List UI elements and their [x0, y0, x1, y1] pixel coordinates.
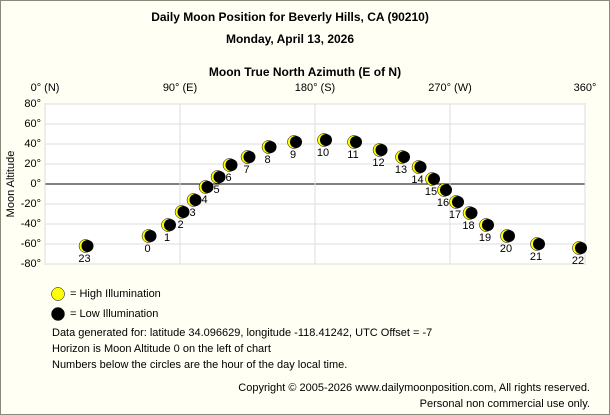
moon-dark: [350, 136, 362, 148]
hour-label: 18: [462, 220, 474, 232]
y-tick-label: 60°: [24, 118, 41, 130]
hour-label: 20: [500, 243, 512, 255]
chart-subtitle: Monday, April 13, 2026: [226, 32, 354, 46]
hour-label: 7: [243, 164, 249, 176]
moon-dark: [213, 171, 226, 183]
copyright: Personal non commercial use only.: [420, 398, 590, 410]
moon-dark: [290, 136, 302, 148]
x-tick-label: 270° (W): [428, 82, 472, 94]
y-tick-label: -80°: [21, 258, 41, 270]
y-tick-label: 80°: [24, 98, 41, 110]
y-tick-label: 20°: [24, 158, 41, 170]
y-tick-label: -20°: [21, 198, 41, 210]
moon-dark: [164, 219, 176, 231]
moon-dark: [264, 141, 277, 153]
moon-dark: [414, 161, 427, 173]
hour-label: 11: [347, 149, 358, 161]
moon-dark: [465, 207, 478, 219]
hour-label: 0: [144, 243, 150, 255]
moon-dark: [503, 230, 515, 242]
y-tick-label: -60°: [21, 238, 41, 250]
moon-dark: [452, 196, 464, 208]
x-axis-title: Moon True North Azimuth (E of N): [209, 65, 401, 79]
note: Data generated for: latitude 34.096629, …: [52, 327, 432, 339]
legend-label: = Low Illumination: [70, 308, 158, 320]
hour-label: 16: [437, 197, 449, 209]
hour-label: 13: [395, 164, 407, 176]
x-tick-label: 180° (S): [295, 82, 335, 94]
x-tick-label: 360°: [574, 82, 597, 94]
moon-dark: [375, 144, 388, 156]
legend-swatch: [51, 287, 65, 301]
hour-label: 1: [164, 232, 170, 244]
hour-label: 8: [264, 154, 270, 166]
y-tick-label: 40°: [24, 138, 41, 150]
hour-label: 2: [177, 219, 183, 231]
y-tick-label: 0°: [30, 178, 41, 190]
hour-label: 23: [78, 253, 90, 265]
moon-dark: [177, 206, 190, 218]
hour-label: 6: [225, 172, 231, 184]
hour-label: 22: [572, 255, 584, 267]
moon-dark: [144, 230, 157, 242]
x-tick-label: 0° (N): [31, 82, 60, 94]
legend-swatch: [51, 307, 65, 321]
hour-label: 10: [317, 147, 329, 159]
note: Horizon is Moon Altitude 0 on the left o…: [52, 343, 271, 355]
hour-label: 5: [213, 184, 219, 196]
moon-dark: [398, 151, 410, 163]
chart-title: Daily Moon Position for Beverly Hills, C…: [151, 10, 429, 24]
moon-dark: [440, 184, 452, 196]
hour-label: 17: [449, 209, 461, 221]
moon-dark: [225, 159, 238, 171]
legend-label: = High Illumination: [70, 288, 161, 300]
y-axis-title: Moon Altitude: [5, 151, 17, 218]
copyright: Copyright © 2005-2026 www.dailymoonposit…: [238, 382, 590, 394]
moon-dark: [428, 173, 440, 185]
hour-label: 21: [530, 251, 542, 263]
x-tick-label: 90° (E): [163, 82, 197, 94]
hour-label: 12: [372, 157, 384, 169]
moon-dark: [482, 219, 494, 231]
hour-label: 15: [425, 186, 437, 198]
moon-dark: [575, 242, 587, 254]
moon-dark: [243, 151, 256, 163]
moon-dark: [320, 134, 332, 146]
hour-label: 4: [201, 194, 207, 206]
moon-dark: [201, 181, 214, 193]
hour-label: 19: [479, 232, 491, 244]
note: Numbers below the circles are the hour o…: [52, 359, 347, 371]
moon-dark: [81, 240, 94, 252]
moon-dark: [533, 238, 545, 250]
hour-label: 9: [290, 149, 296, 161]
hour-label: 14: [411, 174, 423, 186]
hour-label: 3: [189, 207, 195, 219]
y-tick-label: -40°: [21, 218, 41, 230]
moon-dark: [189, 194, 202, 206]
